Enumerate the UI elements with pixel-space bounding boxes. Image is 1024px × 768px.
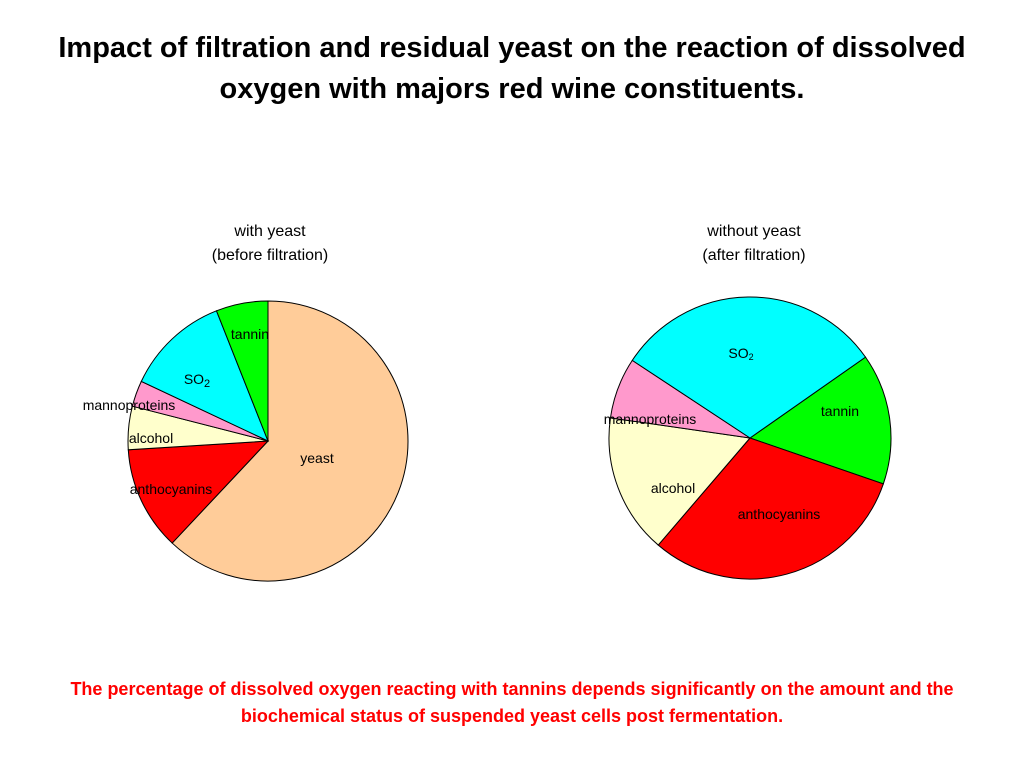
pie-1-label-yeast: yeast bbox=[300, 450, 334, 466]
pie-2-slice-anthocyanins bbox=[657, 437, 884, 580]
pie-chart-2-caption: without yeast (after filtration) bbox=[604, 220, 904, 268]
pie-1-slice-tannin bbox=[215, 300, 269, 442]
pie-2-slice-so2 bbox=[631, 296, 867, 439]
pie-1-label-alcohol: alcohol bbox=[129, 430, 173, 446]
pie-chart-1-title-line1: with yeast bbox=[234, 223, 306, 240]
pie-2-label-anthocyanins: anthocyanins bbox=[738, 506, 821, 522]
pie-1-slice-anthocyanins bbox=[127, 440, 270, 544]
pie-1-slice-so2 bbox=[140, 310, 269, 442]
pie-2-label-tannin: tannin bbox=[821, 403, 859, 419]
pie-2-slice-alcohol bbox=[608, 417, 751, 546]
pie-chart-2-title-line1: without yeast bbox=[707, 223, 801, 240]
pie-2-label-so2: SO2 bbox=[728, 345, 753, 363]
slide-title: Impact of filtration and residual yeast … bbox=[58, 32, 966, 105]
pie-1-label-so2: SO2 bbox=[184, 371, 210, 390]
pie-2-label-mannoproteins: mannoproteins bbox=[604, 411, 697, 427]
pie-1-label-anthocyanins: anthocyanins bbox=[130, 481, 213, 497]
pie-chart-1-title-line2: (before filtration) bbox=[211, 247, 329, 264]
pie-chart-1-caption: with yeast (before filtration) bbox=[120, 220, 420, 268]
pie-1-slice-yeast bbox=[171, 300, 409, 582]
pie-chart-2-title-line2: (after filtration) bbox=[702, 247, 806, 264]
pie-1-label-tannin: tannin bbox=[231, 326, 269, 342]
pie-2-slice-tannin bbox=[748, 356, 892, 485]
pie-1-label-mannoproteins: mannoproteins bbox=[83, 397, 176, 413]
pie-2-label-alcohol: alcohol bbox=[651, 480, 695, 496]
footnote: The percentage of dissolved oxygen react… bbox=[70, 679, 954, 726]
